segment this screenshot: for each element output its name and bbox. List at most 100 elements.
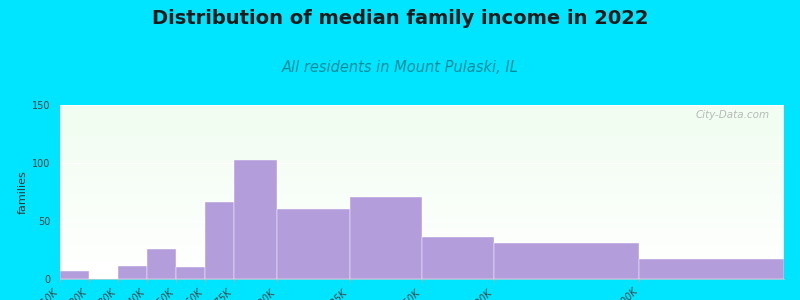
- Bar: [60, 190, 784, 191]
- Bar: [60, 244, 784, 245]
- Bar: [60, 199, 784, 200]
- Bar: [60, 197, 784, 198]
- Bar: [60, 272, 784, 273]
- Bar: [60, 214, 784, 215]
- Bar: [60, 119, 784, 120]
- Bar: [60, 185, 784, 186]
- Bar: [60, 106, 784, 107]
- Bar: [60, 235, 784, 236]
- Bar: [60, 135, 784, 136]
- Bar: [60, 113, 784, 114]
- Bar: [60, 124, 784, 125]
- Bar: [60, 189, 784, 190]
- Bar: [60, 146, 784, 147]
- Bar: [60, 195, 784, 196]
- Bar: [60, 250, 784, 251]
- Bar: [60, 109, 784, 110]
- Bar: [60, 140, 784, 141]
- Bar: [60, 278, 784, 279]
- Bar: [60, 139, 784, 140]
- Bar: [60, 215, 784, 216]
- Bar: [60, 129, 784, 130]
- Bar: [60, 247, 784, 248]
- Bar: [60, 173, 784, 174]
- Bar: [60, 274, 784, 275]
- Bar: [60, 267, 784, 268]
- Bar: [60, 219, 784, 220]
- Bar: [60, 204, 784, 205]
- Bar: [60, 122, 784, 123]
- Bar: [60, 194, 784, 195]
- Bar: [60, 181, 784, 182]
- Bar: [60, 155, 784, 156]
- Bar: [60, 256, 784, 257]
- Bar: [350, 196, 422, 279]
- Bar: [494, 243, 639, 279]
- Bar: [60, 213, 784, 214]
- Bar: [60, 177, 784, 178]
- Bar: [60, 150, 784, 151]
- Bar: [60, 241, 784, 242]
- Bar: [60, 132, 784, 133]
- Bar: [118, 266, 147, 279]
- Bar: [60, 217, 784, 218]
- Bar: [60, 141, 784, 142]
- Bar: [60, 193, 784, 194]
- Bar: [60, 246, 784, 247]
- Bar: [60, 270, 784, 271]
- Bar: [60, 220, 784, 221]
- Bar: [60, 157, 784, 158]
- Bar: [176, 267, 205, 279]
- Bar: [60, 107, 784, 108]
- Bar: [60, 265, 784, 266]
- Bar: [60, 223, 784, 224]
- Bar: [60, 254, 784, 255]
- Bar: [60, 238, 784, 239]
- Bar: [60, 248, 784, 249]
- Bar: [60, 245, 784, 246]
- Bar: [60, 268, 784, 269]
- Bar: [60, 168, 784, 169]
- Bar: [60, 207, 784, 208]
- Bar: [60, 227, 784, 228]
- Bar: [60, 174, 784, 175]
- Text: All residents in Mount Pulaski, IL: All residents in Mount Pulaski, IL: [282, 60, 518, 75]
- Bar: [60, 144, 784, 145]
- Bar: [60, 108, 784, 109]
- Bar: [60, 208, 784, 209]
- Bar: [60, 169, 784, 170]
- Bar: [60, 184, 784, 185]
- Bar: [60, 160, 784, 161]
- Bar: [60, 205, 784, 206]
- Bar: [60, 211, 784, 212]
- Bar: [60, 271, 89, 279]
- Bar: [60, 172, 784, 173]
- Bar: [60, 218, 784, 219]
- Bar: [60, 209, 784, 210]
- Bar: [60, 271, 784, 272]
- Bar: [60, 126, 784, 127]
- Bar: [60, 192, 784, 193]
- Bar: [60, 201, 784, 202]
- Bar: [60, 114, 784, 115]
- Bar: [60, 171, 784, 172]
- Bar: [60, 249, 784, 250]
- Bar: [60, 234, 784, 235]
- Bar: [60, 255, 784, 256]
- Bar: [60, 187, 784, 188]
- Bar: [60, 259, 784, 260]
- Bar: [60, 191, 784, 192]
- Bar: [60, 216, 784, 217]
- Bar: [60, 225, 784, 226]
- Bar: [60, 142, 784, 143]
- Bar: [60, 206, 784, 207]
- Bar: [60, 261, 784, 262]
- Bar: [60, 117, 784, 118]
- Bar: [60, 196, 784, 197]
- Bar: [60, 167, 784, 168]
- Bar: [60, 121, 784, 122]
- Text: City-Data.com: City-Data.com: [695, 110, 770, 120]
- Bar: [60, 143, 784, 144]
- Bar: [60, 252, 784, 253]
- Bar: [60, 151, 784, 152]
